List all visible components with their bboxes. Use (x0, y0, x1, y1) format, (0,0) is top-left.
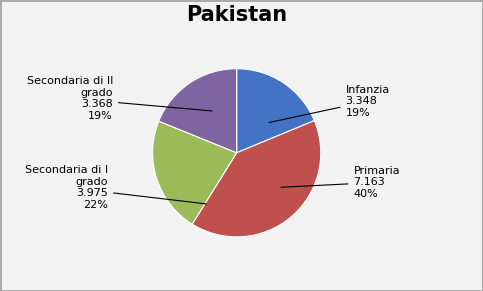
Text: Primaria
7.163
40%: Primaria 7.163 40% (281, 166, 400, 199)
Wedge shape (192, 120, 321, 237)
Text: Infanzia
3.348
19%: Infanzia 3.348 19% (269, 85, 390, 123)
Title: Pakistan: Pakistan (186, 5, 287, 25)
Wedge shape (237, 69, 314, 153)
Wedge shape (153, 121, 237, 224)
Text: Secondaria di II
grado
3.368
19%: Secondaria di II grado 3.368 19% (27, 76, 212, 121)
Text: Secondaria di I
grado
3.975
22%: Secondaria di I grado 3.975 22% (25, 165, 206, 210)
Wedge shape (159, 69, 237, 153)
